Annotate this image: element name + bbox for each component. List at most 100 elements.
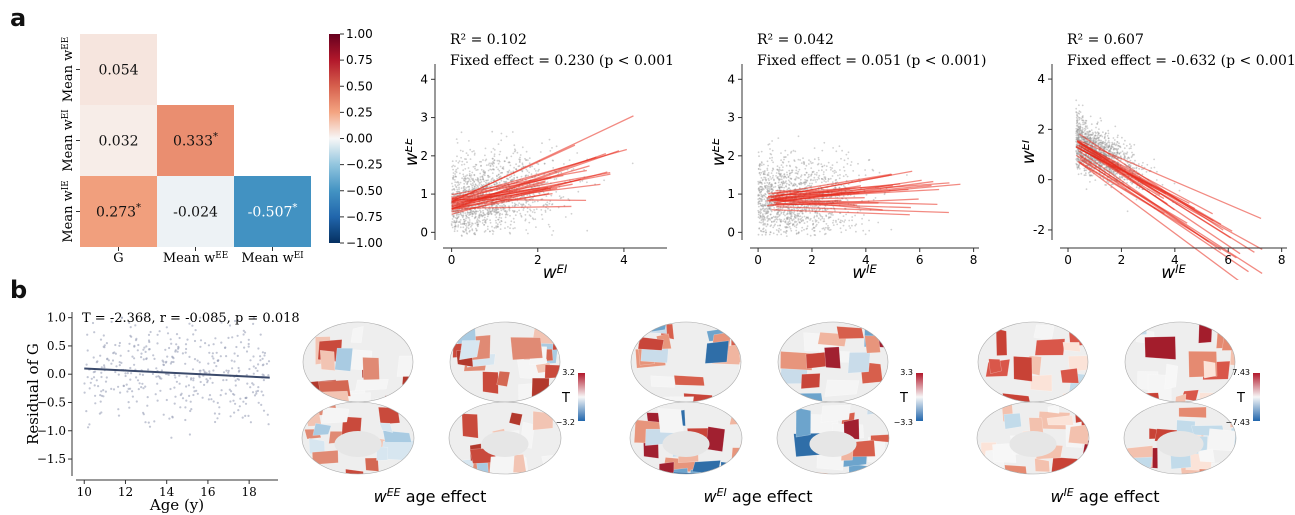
gray-point xyxy=(782,180,785,183)
brain-region xyxy=(1198,322,1213,344)
gray-point xyxy=(824,177,826,180)
gray-point xyxy=(791,219,794,222)
gray-point xyxy=(766,198,769,201)
subject-point xyxy=(100,371,103,374)
gray-point xyxy=(814,205,816,208)
gray-point xyxy=(776,233,779,236)
gray-point xyxy=(815,223,818,226)
brain-region xyxy=(350,326,364,343)
gray-point xyxy=(813,158,816,161)
gray-point xyxy=(790,178,793,180)
heatmap-col-label: G xyxy=(113,251,123,266)
gray-point xyxy=(526,170,529,172)
gray-point xyxy=(786,171,788,174)
gray-point xyxy=(757,183,760,185)
gray-point xyxy=(772,220,775,223)
gray-point xyxy=(759,202,762,205)
gray-point xyxy=(788,222,790,225)
gray-point xyxy=(765,184,768,187)
gray-point xyxy=(492,230,495,233)
gray-point xyxy=(805,171,808,174)
gray-point xyxy=(811,162,814,164)
gray-point xyxy=(829,196,832,199)
gray-point xyxy=(1085,135,1087,137)
gray-point xyxy=(772,189,774,192)
gray-point xyxy=(462,190,465,192)
gray-point xyxy=(501,167,504,170)
y-tick-label: 4 xyxy=(727,72,735,86)
gray-point xyxy=(771,140,773,142)
brain-region xyxy=(1231,322,1235,342)
gray-point xyxy=(487,164,490,166)
gray-point xyxy=(455,185,457,188)
gray-point xyxy=(522,209,525,211)
gray-point xyxy=(524,157,526,160)
brain-region xyxy=(1144,336,1177,360)
gray-point xyxy=(785,164,788,167)
gray-point xyxy=(465,189,467,192)
gray-point xyxy=(505,156,508,159)
gray-point xyxy=(1077,137,1080,140)
gray-point xyxy=(814,173,816,176)
gray-point xyxy=(785,226,788,229)
gray-point xyxy=(1076,120,1078,122)
gray-point xyxy=(820,181,823,184)
subject-point xyxy=(188,433,191,436)
gray-point xyxy=(460,214,463,216)
gray-point xyxy=(465,177,467,180)
gray-point xyxy=(1076,113,1078,116)
gray-point xyxy=(762,213,764,216)
gray-point xyxy=(529,215,532,218)
gray-point xyxy=(1126,162,1129,164)
gray-point xyxy=(471,188,473,191)
gray-point xyxy=(473,187,476,190)
gray-point xyxy=(799,159,801,161)
gray-point xyxy=(463,182,466,185)
brain-region xyxy=(820,404,851,423)
gray-point xyxy=(522,203,525,206)
gray-point xyxy=(1107,147,1110,149)
subject-point xyxy=(156,342,159,345)
gray-point xyxy=(468,140,470,142)
gray-point xyxy=(1090,139,1092,142)
gray-point xyxy=(477,223,479,226)
brain-region xyxy=(316,467,331,474)
gray-point xyxy=(791,224,794,227)
subject-point xyxy=(192,379,195,382)
gray-point xyxy=(770,172,773,175)
gray-point xyxy=(780,181,783,184)
gray-point xyxy=(819,230,821,233)
gray-point xyxy=(764,178,767,181)
gray-point xyxy=(493,153,496,156)
gray-point xyxy=(797,219,800,221)
gray-point xyxy=(1123,178,1126,181)
gray-point xyxy=(504,213,507,216)
gray-point xyxy=(1096,123,1098,125)
gray-point xyxy=(770,185,773,188)
gray-point xyxy=(759,173,762,176)
gray-point xyxy=(798,183,801,186)
gray-point xyxy=(823,220,826,223)
gray-point xyxy=(824,226,827,229)
gray-point xyxy=(475,227,477,230)
gray-point xyxy=(802,157,804,160)
gray-point xyxy=(1079,129,1081,131)
gray-point xyxy=(510,175,513,178)
gray-point xyxy=(492,147,495,150)
x-tick-label: 4 xyxy=(1171,253,1179,267)
gray-point xyxy=(812,226,815,229)
gray-point xyxy=(1076,138,1079,141)
gray-point xyxy=(1127,156,1130,159)
brain-region xyxy=(988,358,1002,374)
gray-point xyxy=(761,205,764,208)
subject-point xyxy=(130,372,133,375)
subject-point xyxy=(138,382,141,385)
gray-point xyxy=(1094,159,1097,162)
gray-point xyxy=(760,195,763,198)
gray-point xyxy=(1089,137,1092,139)
gray-point xyxy=(452,178,455,181)
gray-point xyxy=(1116,141,1119,143)
gray-point xyxy=(779,213,781,216)
brain-region xyxy=(320,350,336,371)
gray-point xyxy=(787,224,790,226)
